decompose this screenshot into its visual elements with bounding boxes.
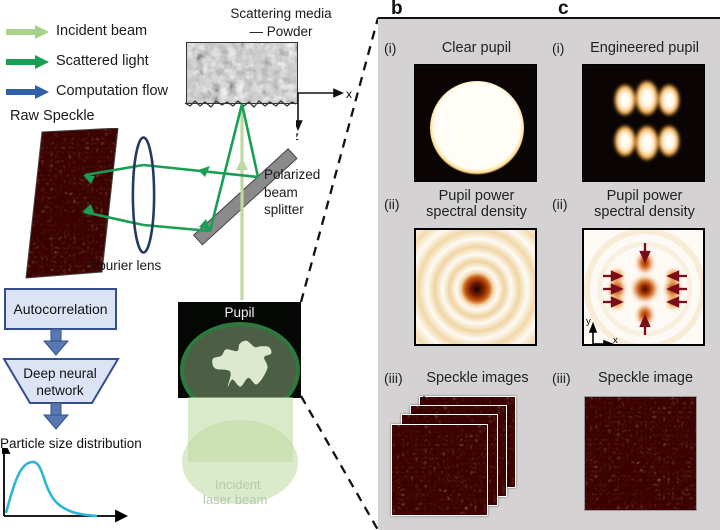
svg-text:x: x [613,335,618,346]
svg-text:y: y [586,316,591,327]
